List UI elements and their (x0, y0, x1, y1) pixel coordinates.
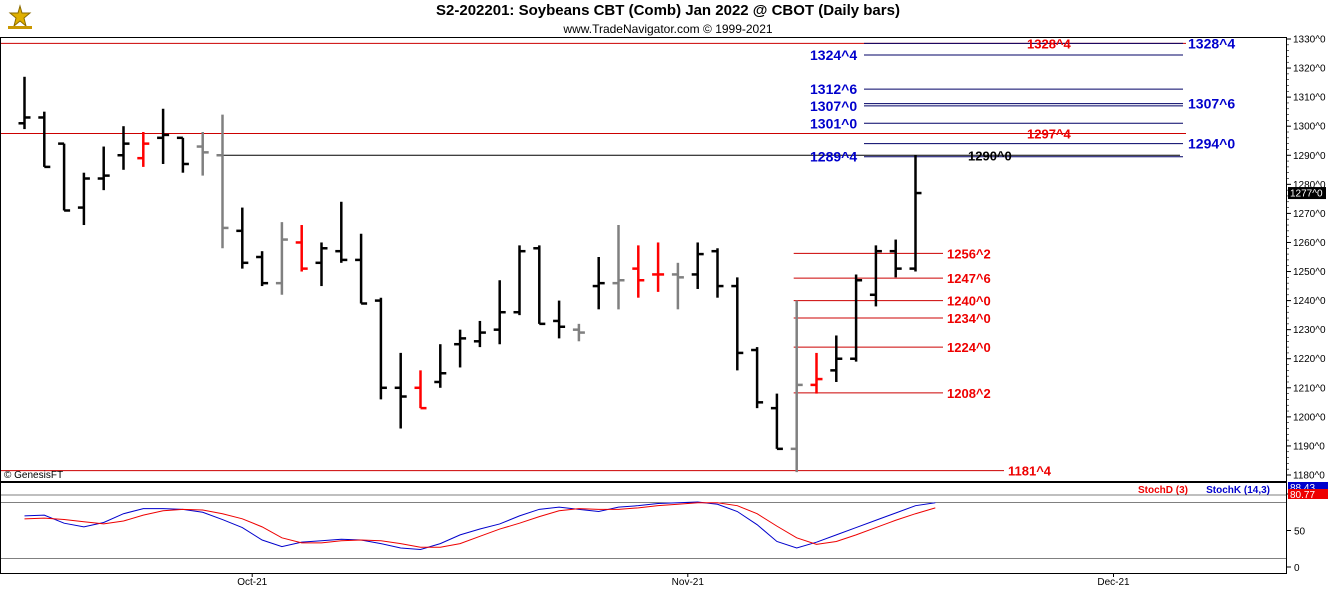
price-tick-label: 1220^0 (1293, 354, 1326, 365)
stochd-legend: StochD (3) (1138, 485, 1188, 496)
level-label: 1240^0 (947, 294, 991, 309)
level-label: 1181^4 (1008, 464, 1052, 479)
blue-level-label: 1328^4 (1188, 35, 1235, 51)
price-tick-label: 1310^0 (1293, 93, 1326, 104)
last-price-label: 1277^0 (1290, 189, 1323, 200)
price-tick-label: 1260^0 (1293, 238, 1326, 249)
level-label: 1290^0 (968, 148, 1012, 163)
price-tick-label: 1240^0 (1293, 296, 1326, 307)
stochd-line (24, 502, 936, 548)
price-tick-label: 1180^0 (1293, 471, 1325, 482)
price-tick-label: 1290^0 (1293, 151, 1326, 162)
date-label: Nov-21 (672, 577, 705, 588)
level-label: 1224^0 (947, 340, 991, 355)
stoch-tick-label: 50 (1294, 527, 1306, 538)
blue-level-label: 1307^6 (1188, 96, 1235, 112)
stochastic-panel (0, 482, 1287, 574)
stochd-value: 80.77 (1290, 490, 1315, 501)
price-tick-label: 1320^0 (1293, 64, 1326, 75)
blue-level-label: 1294^0 (1188, 136, 1235, 152)
stoch-tick-label: 0 (1294, 563, 1300, 574)
stochk-legend: StochK (14,3) (1206, 485, 1270, 496)
price-tick-label: 1280^0 (1293, 180, 1326, 191)
level-label: 1208^2 (947, 386, 991, 401)
date-label: Dec-21 (1097, 577, 1130, 588)
last-price-box (1288, 187, 1326, 200)
stochd-value-box (1288, 489, 1328, 499)
blue-level-label: 1307^0 (810, 98, 857, 114)
level-label: 1297^4 (1027, 126, 1072, 141)
price-tick-label: 1190^0 (1293, 441, 1325, 452)
level-label: 1247^6 (947, 271, 991, 286)
stochk-value: 88.43 (1290, 483, 1315, 494)
chart-title: S2-202201: Soybeans CBT (Comb) Jan 2022 … (436, 2, 900, 19)
price-tick-label: 1270^0 (1293, 209, 1326, 220)
chart-subtitle: www.TradeNavigator.com © 1999-2021 (563, 22, 773, 36)
price-tick-label: 1330^0 (1293, 34, 1326, 45)
price-tick-label: 1200^0 (1293, 412, 1326, 423)
date-label: Oct-21 (237, 577, 267, 588)
price-tick-label: 1210^0 (1293, 383, 1326, 394)
blue-level-label: 1289^4 (810, 149, 857, 165)
blue-level-label: 1312^6 (810, 81, 857, 97)
price-tick-label: 1250^0 (1293, 267, 1326, 278)
trade-navigator-logo-icon (4, 3, 36, 36)
blue-level-label: 1301^0 (810, 115, 857, 131)
price-tick-label: 1230^0 (1293, 325, 1326, 336)
level-label: 1234^0 (947, 311, 991, 326)
stochk-line (24, 501, 936, 550)
level-label: 1256^2 (947, 246, 991, 261)
level-label: 1328^4 (1027, 36, 1072, 51)
blue-level-label: 1324^4 (810, 47, 857, 63)
price-tick-label: 1300^0 (1293, 122, 1326, 133)
genesis-watermark: © GenesisFT (4, 470, 63, 481)
stochk-value-box (1288, 482, 1328, 492)
